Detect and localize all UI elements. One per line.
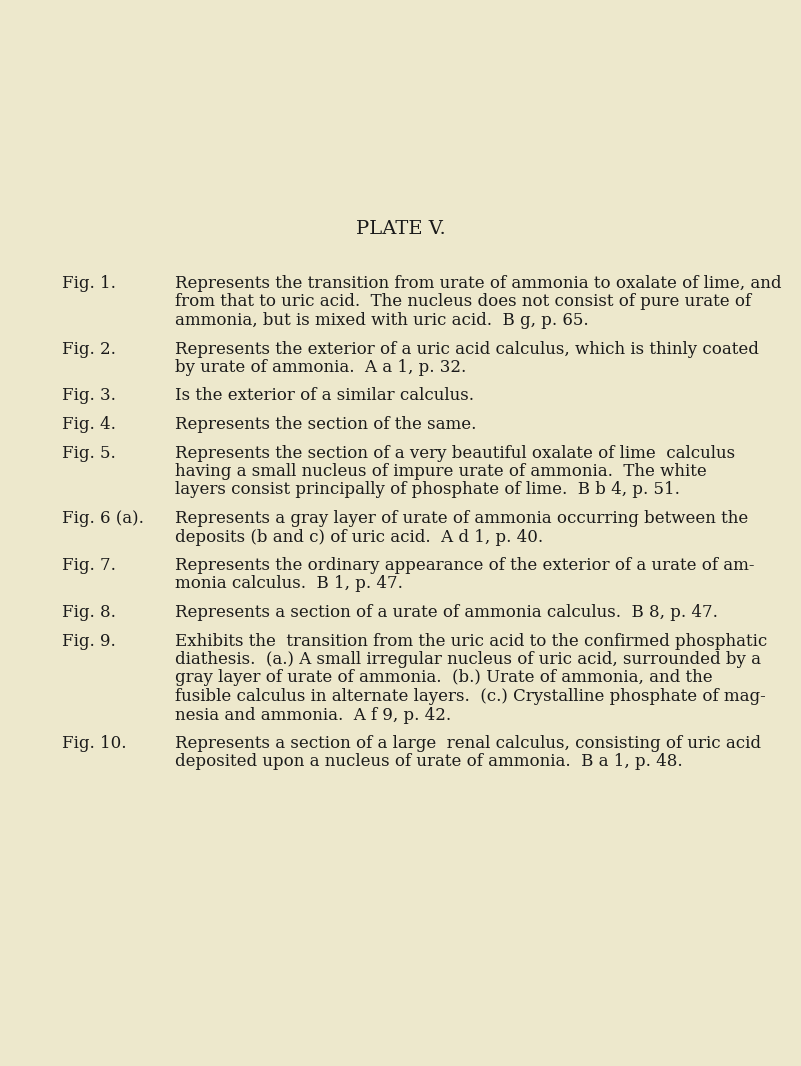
Text: Fig. 10.: Fig. 10.	[62, 734, 127, 752]
Text: ammonia, but is mixed with uric acid.  B g, p. 65.: ammonia, but is mixed with uric acid. B …	[175, 312, 589, 329]
Text: having a small nucleus of impure urate of ammonia.  The white: having a small nucleus of impure urate o…	[175, 463, 706, 480]
Text: deposited upon a nucleus of urate of ammonia.  B a 1, p. 48.: deposited upon a nucleus of urate of amm…	[175, 754, 682, 771]
Text: PLATE V.: PLATE V.	[356, 220, 445, 238]
Text: deposits (b and c) of uric acid.  A d 1, p. 40.: deposits (b and c) of uric acid. A d 1, …	[175, 529, 543, 546]
Text: by urate of ammonia.  A a 1, p. 32.: by urate of ammonia. A a 1, p. 32.	[175, 359, 466, 376]
Text: Represents a section of a large  renal calculus, consisting of uric acid: Represents a section of a large renal ca…	[175, 734, 761, 752]
Text: Fig. 6 (a).: Fig. 6 (a).	[62, 510, 144, 527]
Text: Fig. 5.: Fig. 5.	[62, 445, 116, 462]
Text: Represents a section of a urate of ammonia calculus.  B 8, p. 47.: Represents a section of a urate of ammon…	[175, 604, 718, 621]
Text: Represents the ordinary appearance of the exterior of a urate of am-: Represents the ordinary appearance of th…	[175, 558, 755, 574]
Text: nesia and ammonia.  A f 9, p. 42.: nesia and ammonia. A f 9, p. 42.	[175, 707, 451, 724]
Text: Fig. 1.: Fig. 1.	[62, 275, 116, 292]
Text: monia calculus.  B 1, p. 47.: monia calculus. B 1, p. 47.	[175, 576, 403, 593]
Text: layers consist principally of phosphate of lime.  B b 4, p. 51.: layers consist principally of phosphate …	[175, 482, 680, 499]
Text: Fig. 7.: Fig. 7.	[62, 558, 116, 574]
Text: Represents the exterior of a uric acid calculus, which is thinly coated: Represents the exterior of a uric acid c…	[175, 340, 759, 357]
Text: gray layer of urate of ammonia.  (b.) Urate of ammonia, and the: gray layer of urate of ammonia. (b.) Ura…	[175, 669, 713, 687]
Text: Fig. 9.: Fig. 9.	[62, 632, 116, 649]
Text: Is the exterior of a similar calculus.: Is the exterior of a similar calculus.	[175, 388, 474, 404]
Text: Fig. 8.: Fig. 8.	[62, 604, 116, 621]
Text: diathesis.  (a.) A small irregular nucleus of uric acid, surrounded by a: diathesis. (a.) A small irregular nucleu…	[175, 651, 761, 668]
Text: Fig. 4.: Fig. 4.	[62, 416, 116, 433]
Text: Fig. 2.: Fig. 2.	[62, 340, 116, 357]
Text: Fig. 3.: Fig. 3.	[62, 388, 116, 404]
Text: from that to uric acid.  The nucleus does not consist of pure urate of: from that to uric acid. The nucleus does…	[175, 293, 751, 310]
Text: Represents the section of the same.: Represents the section of the same.	[175, 416, 477, 433]
Text: fusible calculus in alternate layers.  (c.) Crystalline phosphate of mag-: fusible calculus in alternate layers. (c…	[175, 688, 766, 705]
Text: Represents a gray layer of urate of ammonia occurring between the: Represents a gray layer of urate of ammo…	[175, 510, 748, 527]
Text: Represents the transition from urate of ammonia to oxalate of lime, and: Represents the transition from urate of …	[175, 275, 782, 292]
Text: Represents the section of a very beautiful oxalate of lime  calculus: Represents the section of a very beautif…	[175, 445, 735, 462]
Text: Exhibits the  transition from the uric acid to the confirmed phosphatic: Exhibits the transition from the uric ac…	[175, 632, 767, 649]
